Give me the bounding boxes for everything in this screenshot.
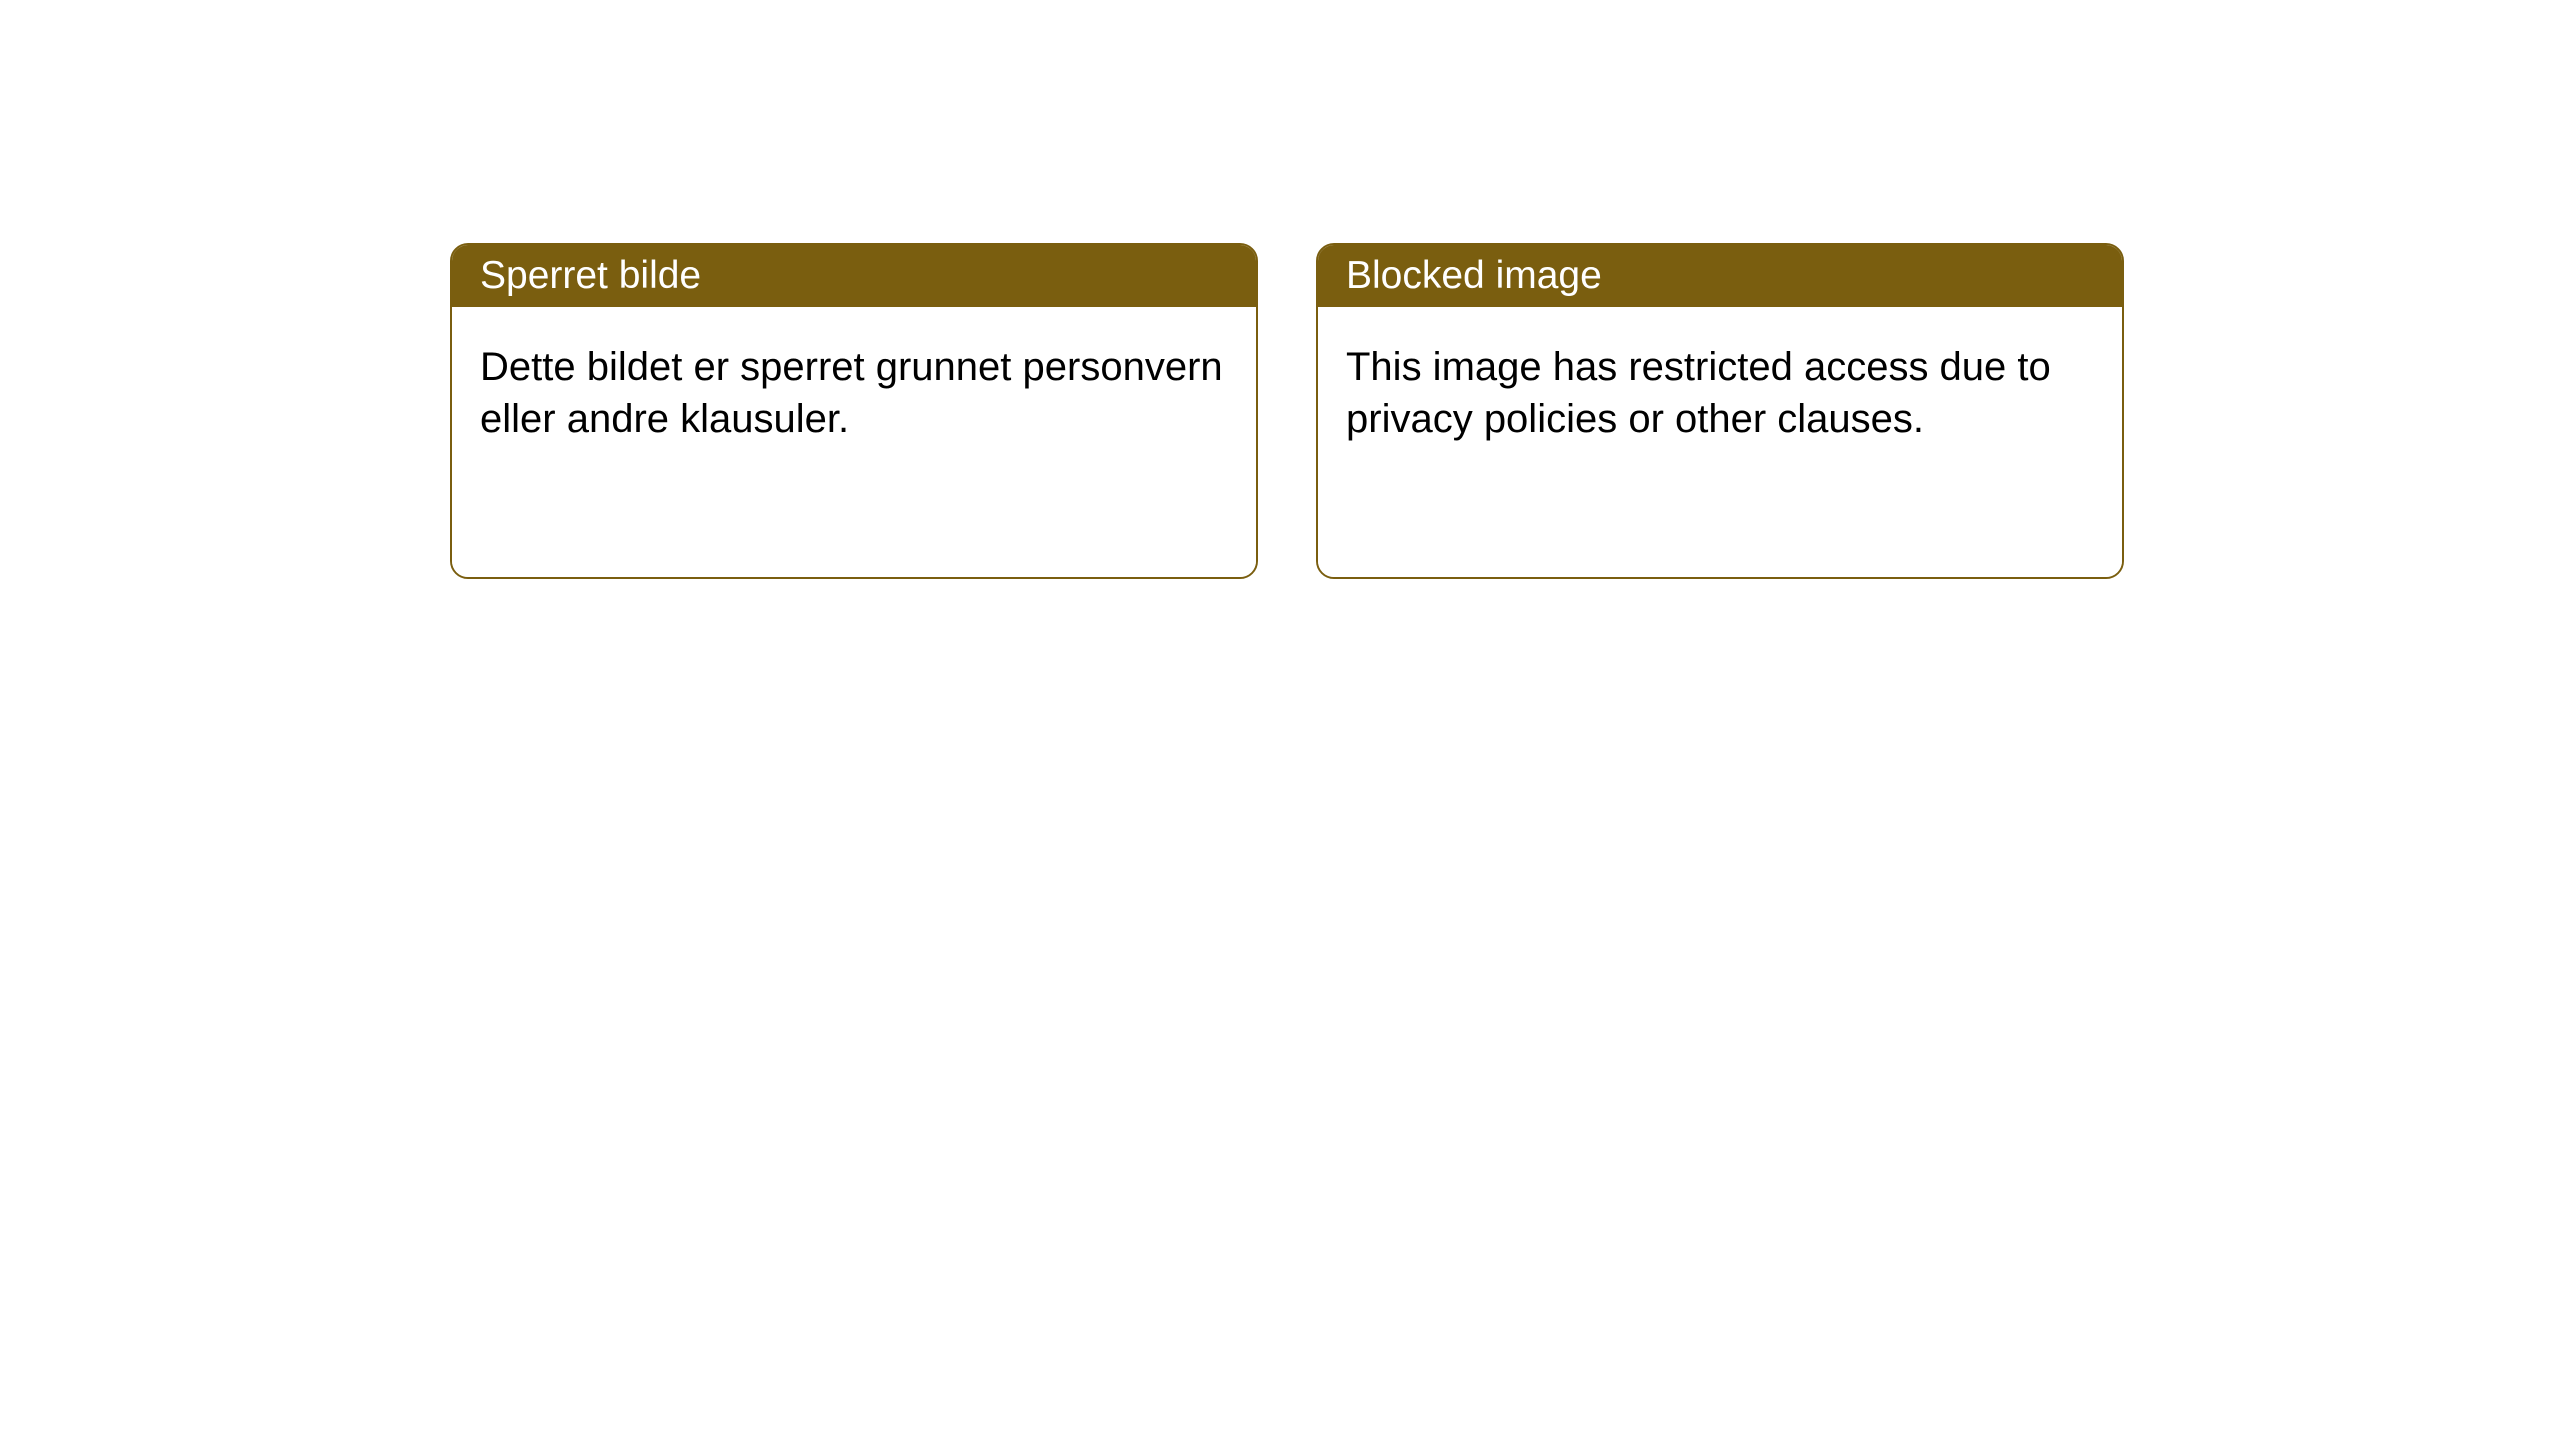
notice-header-text: Blocked image: [1346, 254, 1602, 298]
notice-body-en: This image has restricted access due to …: [1318, 307, 2122, 577]
notice-body-text: This image has restricted access due to …: [1346, 345, 2051, 441]
notice-body-no: Dette bildet er sperret grunnet personve…: [452, 307, 1256, 577]
notice-body-text: Dette bildet er sperret grunnet personve…: [480, 345, 1223, 441]
notice-header-no: Sperret bilde: [452, 245, 1256, 307]
notice-card-no: Sperret bilde Dette bildet er sperret gr…: [450, 243, 1258, 579]
notice-header-en: Blocked image: [1318, 245, 2122, 307]
notice-container: Sperret bilde Dette bildet er sperret gr…: [0, 0, 2560, 579]
notice-header-text: Sperret bilde: [480, 254, 701, 298]
notice-card-en: Blocked image This image has restricted …: [1316, 243, 2124, 579]
